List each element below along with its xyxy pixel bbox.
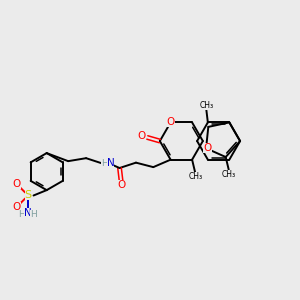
- Text: H: H: [100, 159, 107, 168]
- Text: N: N: [24, 208, 32, 218]
- Text: O: O: [13, 202, 21, 212]
- Text: CH₃: CH₃: [222, 169, 236, 178]
- Text: CH₃: CH₃: [199, 101, 213, 110]
- Text: O: O: [167, 117, 175, 128]
- Text: O: O: [138, 131, 146, 141]
- Text: H: H: [18, 209, 25, 218]
- Text: CH₃: CH₃: [189, 172, 203, 181]
- Text: O: O: [13, 179, 21, 189]
- Text: S: S: [25, 190, 32, 200]
- Text: H: H: [30, 210, 37, 219]
- Text: O: O: [117, 180, 125, 190]
- Text: O: O: [203, 143, 212, 153]
- Text: N: N: [107, 158, 115, 168]
